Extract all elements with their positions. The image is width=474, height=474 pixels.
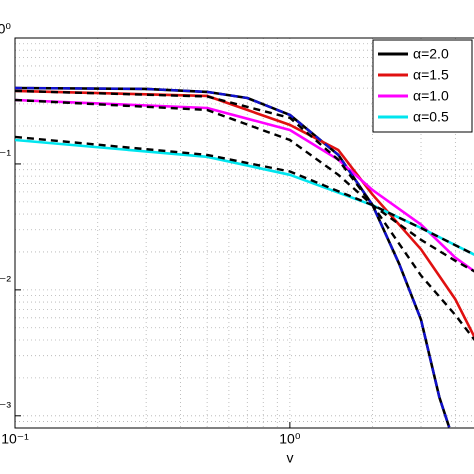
dashed-line: [15, 86, 451, 428]
y-tick-label: 10⁰: [0, 21, 11, 37]
x-tick-label: 10⁻¹: [1, 431, 29, 447]
plot-frame: [14, 37, 474, 429]
y-tick-label: 10⁻³: [0, 398, 11, 414]
plot-area: [15, 86, 474, 428]
x-axis-label: v: [287, 450, 294, 466]
series-line: [15, 86, 451, 428]
dashed-line: [15, 98, 474, 273]
y-tick-label: 10⁻²: [0, 273, 11, 289]
legend-label: α=1.5: [413, 67, 449, 83]
dashed-line: [15, 89, 474, 341]
x-tick-label: 10⁰: [279, 431, 301, 447]
series-line: [15, 138, 474, 256]
series-line: [15, 98, 474, 273]
legend-label: α=2.0: [413, 46, 449, 62]
y-tick-label: 10⁻¹: [0, 147, 11, 163]
dashed-line: [15, 135, 474, 256]
legend: α=2.0 α=1.5 α=1.0 α=0.5: [372, 39, 473, 133]
legend-label: α=0.5: [413, 109, 449, 125]
legend-label: α=1.0: [413, 88, 449, 104]
